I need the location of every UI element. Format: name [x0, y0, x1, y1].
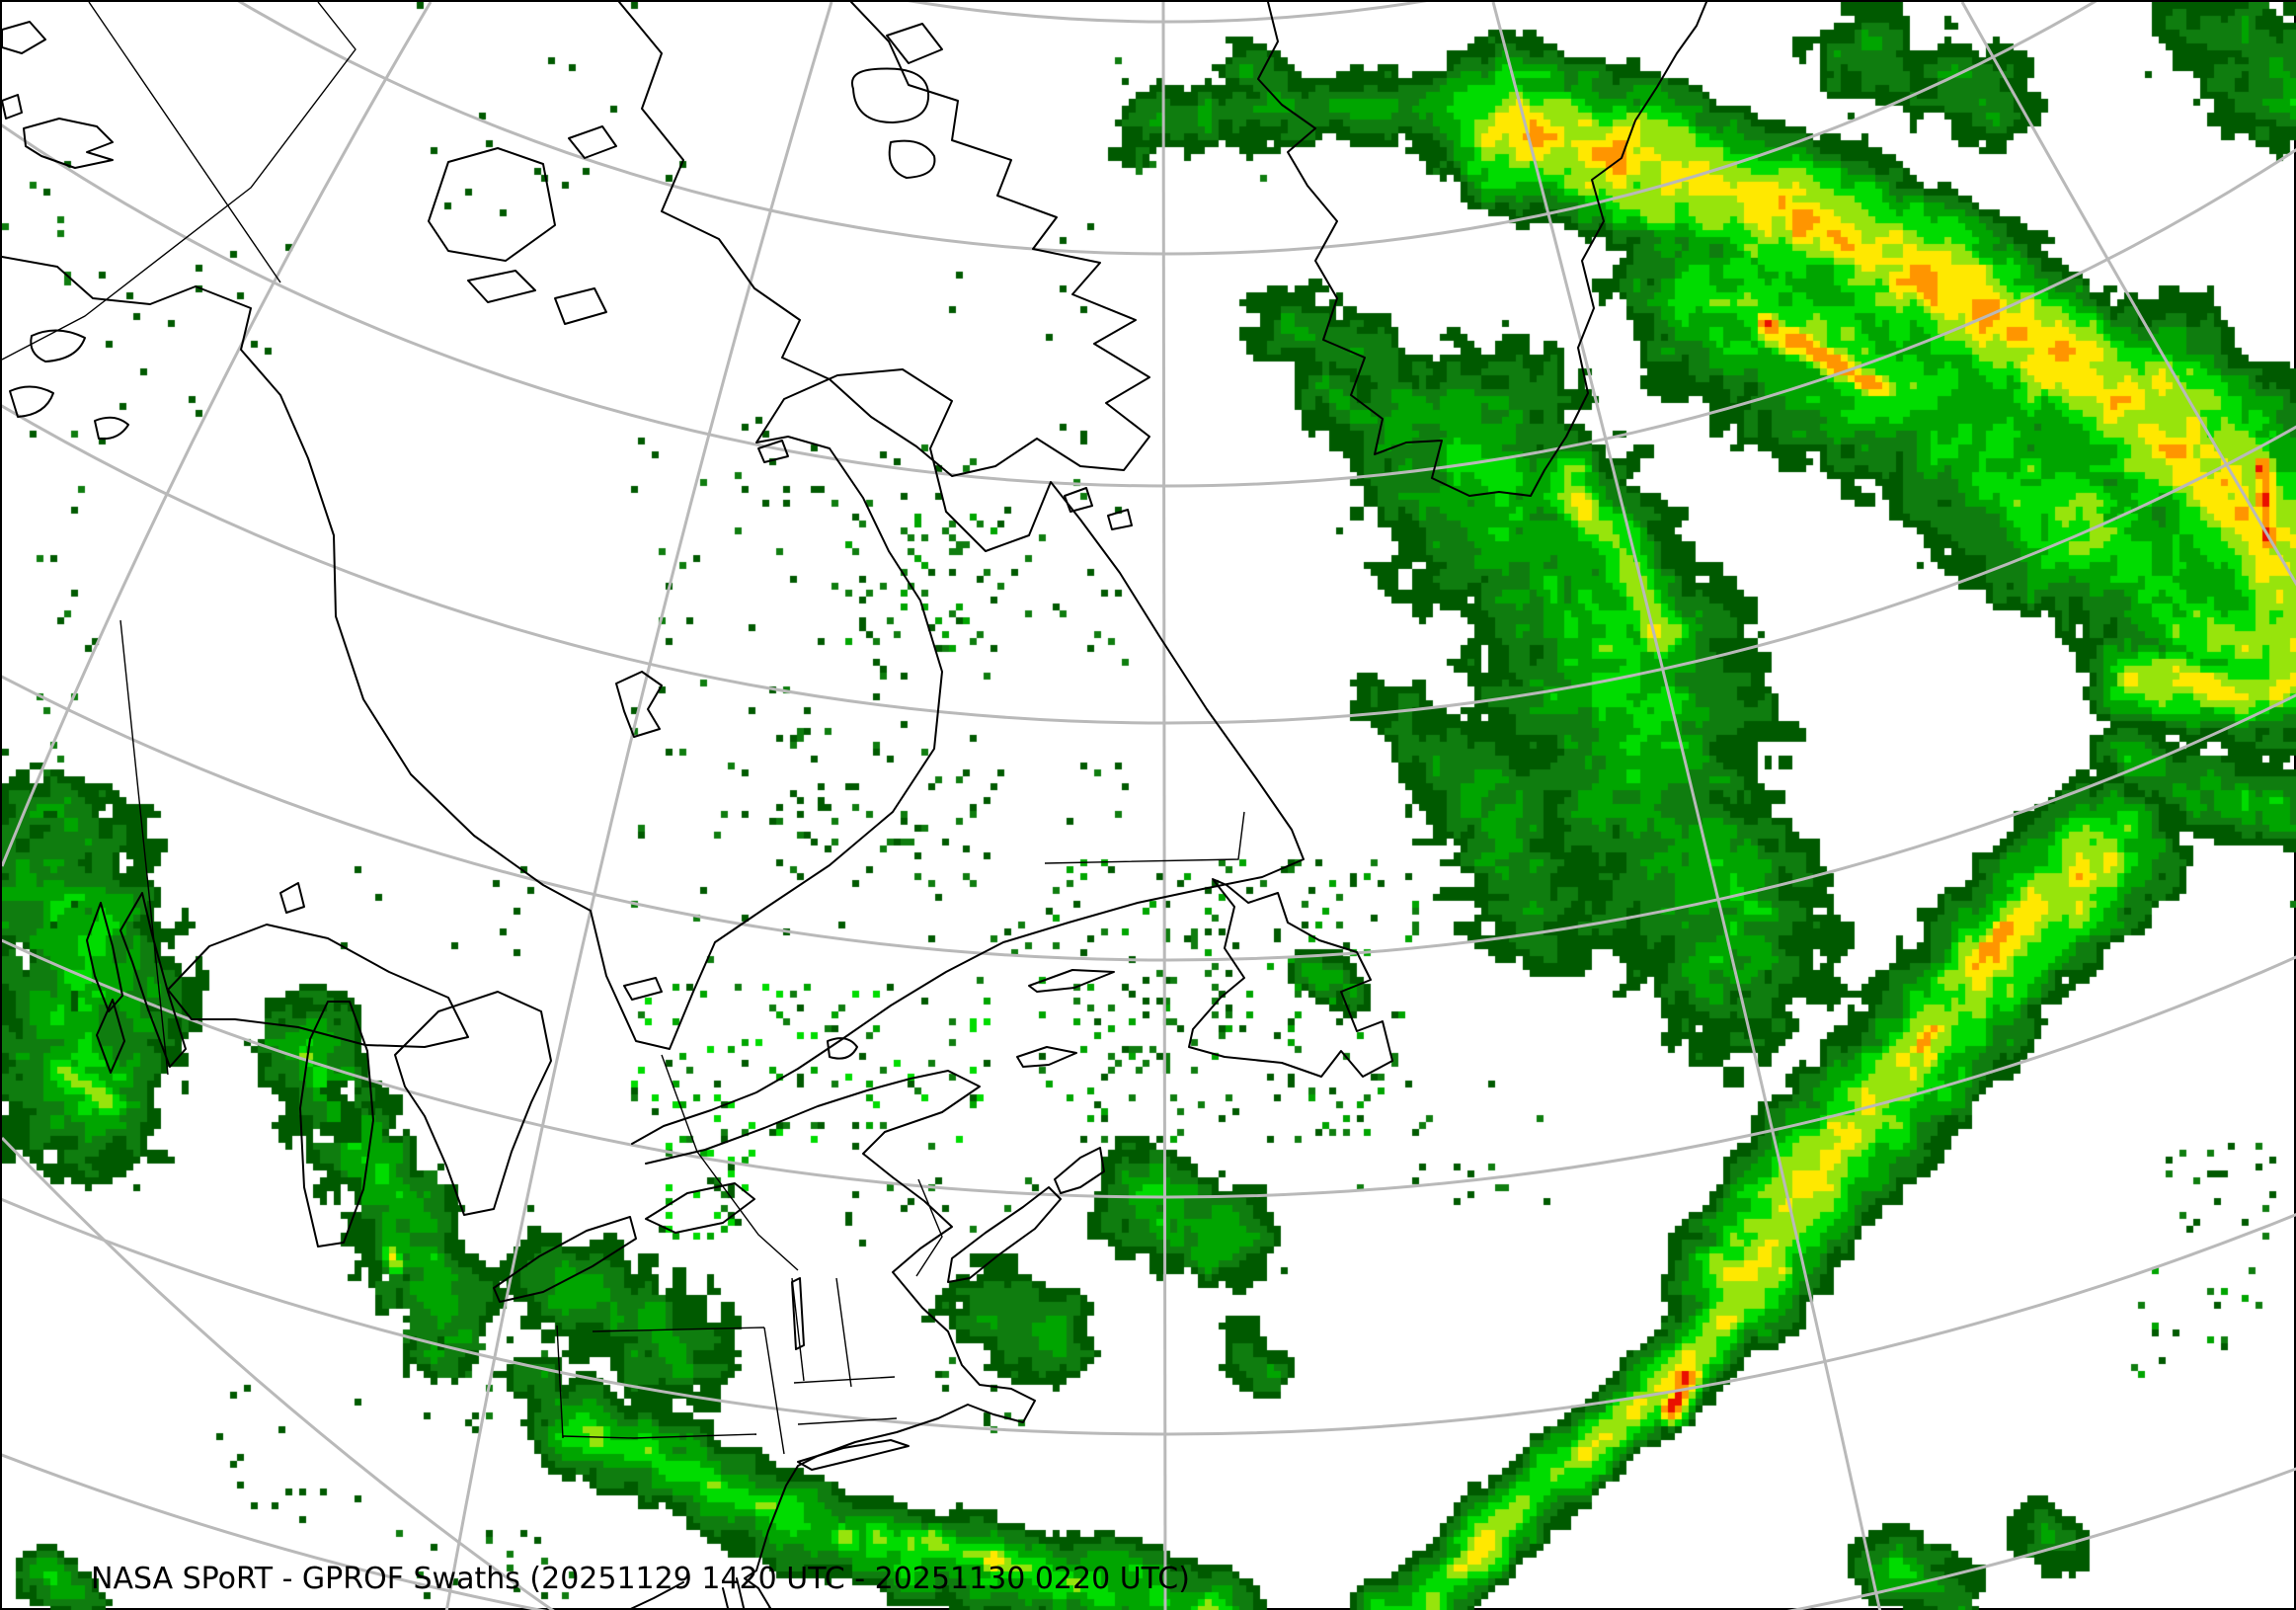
map-caption: NASA SPoRT - GPROF Swaths (20251129 1420… [91, 1562, 1190, 1596]
political-boundaries [2, 2, 1245, 1455]
coastlines [2, 2, 1707, 1610]
